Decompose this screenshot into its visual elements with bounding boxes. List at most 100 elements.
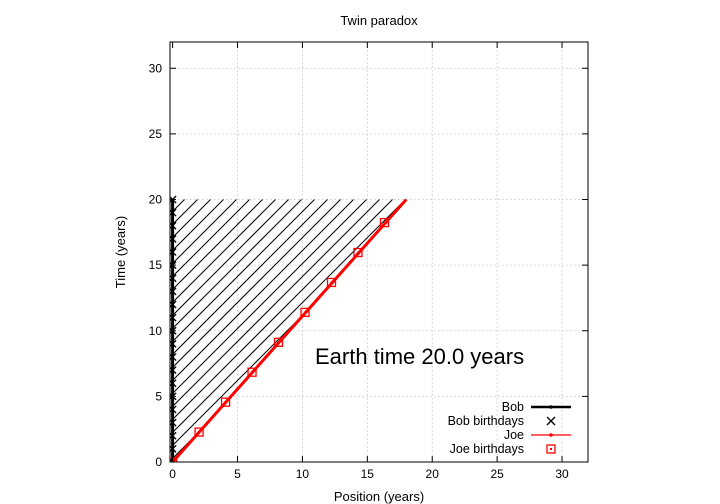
grid [170, 42, 588, 462]
hatch-line [689, 42, 720, 462]
y-axis-label: Time (years) [113, 216, 128, 288]
hatch-line [172, 199, 407, 462]
legend-swatch [546, 444, 556, 454]
hatch-line [172, 199, 407, 462]
joe-birthdays-marker [353, 247, 363, 258]
hatch-line [663, 42, 720, 462]
legend-item-bob-birthdays: Bob birthdays [448, 414, 556, 428]
chart-title: Twin paradox [340, 13, 418, 28]
hatch-line [172, 199, 407, 462]
hatch-line [181, 199, 407, 462]
joe-birthdays-marker [379, 217, 390, 228]
hatch-line [337, 199, 407, 462]
hatch-line [194, 199, 407, 462]
hatch-line [172, 199, 407, 462]
legend-label: Joe birthdays [450, 442, 524, 456]
joe-birthdays-marker [326, 277, 337, 288]
plot-frame [169, 41, 589, 463]
hatch-line [363, 199, 407, 462]
x-axis-label: Position (years) [334, 489, 424, 504]
hatch-line [285, 199, 407, 462]
hatch-line [350, 199, 407, 462]
legend-item-joe-birthdays: Joe birthdays [450, 442, 556, 456]
legend-item-bob: Bob [502, 400, 571, 414]
joe-line [171, 198, 408, 462]
y-tick-label: 30 [149, 61, 163, 75]
y-tick-label: 25 [149, 127, 163, 141]
hatch-line [311, 199, 407, 462]
hatch-line [172, 199, 407, 462]
hatch-line [559, 42, 720, 462]
hatch-line [233, 199, 407, 462]
hatch-line [272, 199, 407, 462]
hatch-line [246, 199, 407, 462]
x-tick-label: 5 [234, 467, 241, 481]
hatch-line [546, 42, 720, 462]
joe-birthdays-marker [194, 427, 204, 437]
hatch-line [172, 199, 407, 462]
x-tick-label: 25 [490, 467, 504, 481]
hatch-line [702, 42, 720, 462]
joe-birthdays-marker [300, 307, 310, 318]
hatch-line [172, 199, 407, 462]
x-tick-label: 10 [296, 467, 310, 481]
hatch-line [172, 199, 291, 462]
hatch-line [650, 42, 720, 462]
hatch-line [172, 199, 356, 462]
hatch-line [715, 42, 720, 462]
hatch-line [259, 199, 407, 462]
hatch-line [172, 199, 407, 462]
hatch-line [172, 199, 304, 462]
annotation-earth-time: Earth time 20.0 years [315, 344, 524, 369]
hatch-line [598, 42, 720, 462]
hatch-line [481, 42, 720, 462]
x-tick-label: 0 [169, 467, 176, 481]
hatch-line [416, 42, 720, 462]
hatch-line [468, 42, 720, 462]
hatch-line [172, 199, 407, 462]
y-tick-label: 10 [149, 324, 163, 338]
hatch-line [637, 42, 720, 462]
hatch-line [376, 199, 407, 462]
hatch-line [624, 42, 720, 462]
hatch-line [572, 42, 720, 462]
hatch-line [533, 42, 720, 462]
joe-birthdays-marker [273, 337, 284, 347]
y-tick-label: 15 [149, 258, 163, 272]
hatch-line [172, 199, 407, 462]
legend-label: Bob birthdays [448, 414, 524, 428]
y-tick-label: 5 [155, 389, 162, 403]
hatch-line [172, 199, 407, 462]
hatch-line [324, 199, 407, 462]
hatch-line [172, 199, 407, 462]
hatch-line [402, 199, 407, 462]
hatch-line [676, 42, 720, 462]
joe-birthdays-marker [247, 367, 257, 377]
hatch-line [442, 42, 720, 462]
hatch-line [389, 199, 407, 462]
hatch-line [520, 42, 720, 462]
hatch-line [172, 199, 382, 462]
hatch-line [220, 199, 407, 462]
hatch-line [585, 42, 720, 462]
hatch-line [507, 42, 720, 462]
hatch-line [207, 199, 407, 462]
legend-item-joe: Joe [504, 428, 571, 442]
legend-label: Joe [504, 428, 524, 442]
y-tick-label: 0 [155, 455, 162, 469]
joe-birthdays-marker [220, 397, 231, 407]
x-tick-label: 20 [426, 467, 440, 481]
x-tick-label: 15 [361, 467, 375, 481]
hatch-line [172, 199, 407, 462]
hatch-line [172, 199, 407, 462]
y-tick-label: 20 [149, 193, 163, 207]
hatch-line [429, 42, 720, 462]
hatch-line [172, 199, 407, 462]
hatch-line [172, 199, 330, 462]
hatch-line [172, 199, 395, 462]
hatch-line [494, 42, 720, 462]
x-tick-label: 30 [555, 467, 569, 481]
legend-label: Bob [502, 400, 524, 414]
